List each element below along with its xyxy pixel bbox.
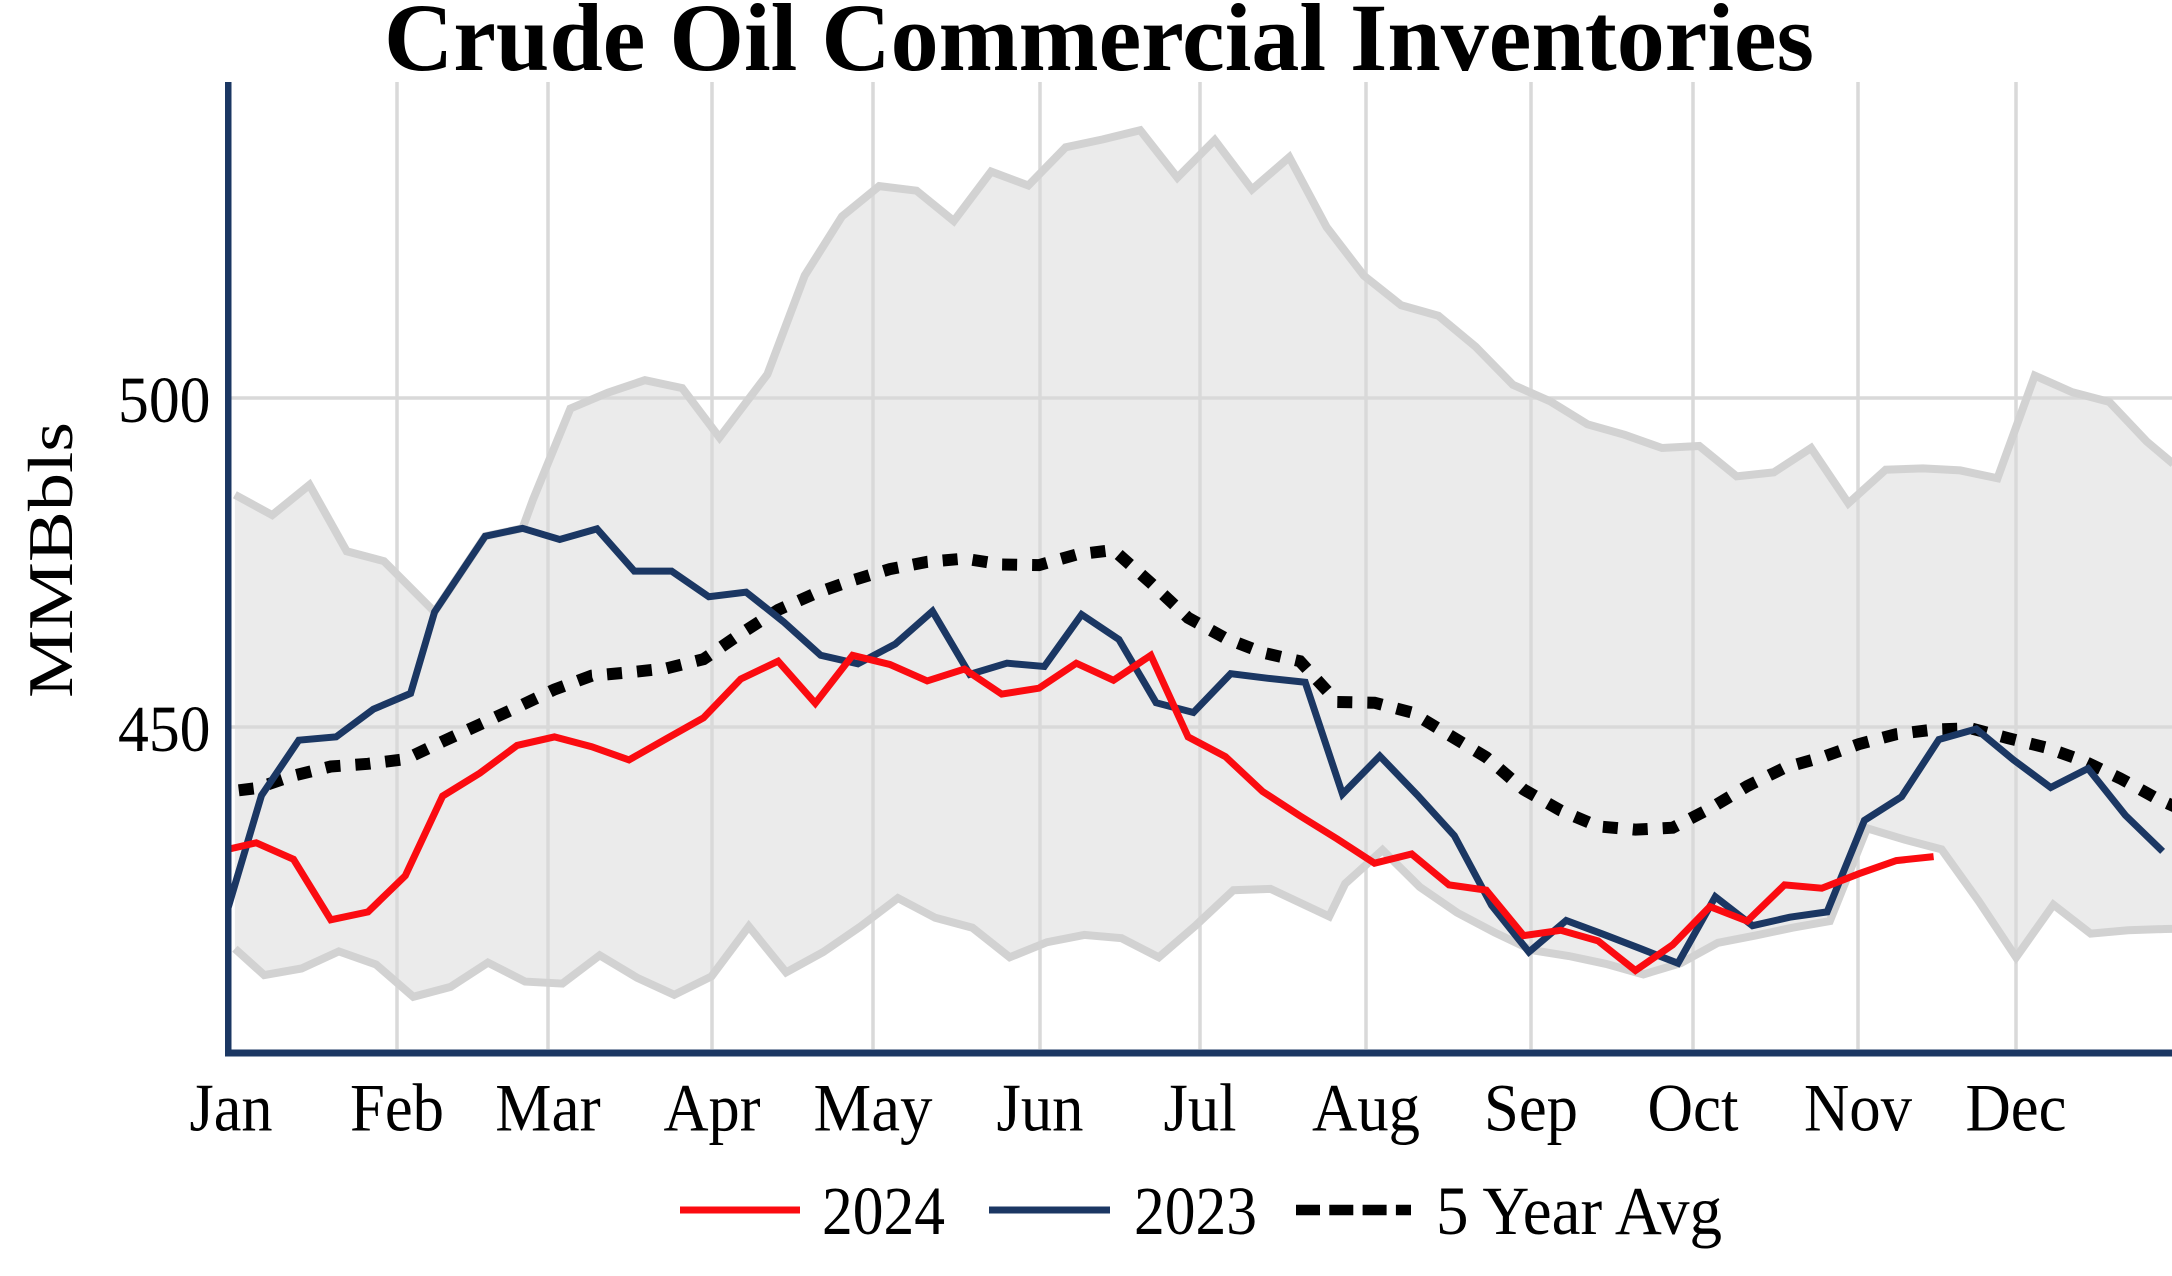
svg-text:Feb: Feb bbox=[350, 1070, 444, 1146]
svg-text:2024: 2024 bbox=[822, 1173, 945, 1249]
svg-text:Nov: Nov bbox=[1804, 1070, 1912, 1146]
svg-text:MMBbls: MMBbls bbox=[15, 422, 86, 698]
svg-text:May: May bbox=[814, 1070, 933, 1146]
svg-text:Sep: Sep bbox=[1484, 1070, 1578, 1146]
svg-text:Apr: Apr bbox=[664, 1070, 761, 1146]
svg-text:500: 500 bbox=[118, 364, 211, 437]
svg-text:Jan: Jan bbox=[190, 1070, 273, 1146]
svg-text:Aug: Aug bbox=[1312, 1070, 1420, 1146]
svg-text:Crude Oil Commercial Inventori: Crude Oil Commercial Inventories bbox=[384, 0, 1814, 91]
svg-text:Jul: Jul bbox=[1164, 1070, 1237, 1146]
svg-text:Jun: Jun bbox=[997, 1070, 1084, 1146]
svg-text:Dec: Dec bbox=[1966, 1070, 2067, 1146]
svg-text:2023: 2023 bbox=[1134, 1173, 1257, 1249]
svg-text:Oct: Oct bbox=[1648, 1070, 1739, 1146]
svg-text:5 Year Avg: 5 Year Avg bbox=[1436, 1173, 1722, 1249]
svg-text:450: 450 bbox=[118, 693, 211, 766]
svg-text:Mar: Mar bbox=[495, 1070, 601, 1146]
